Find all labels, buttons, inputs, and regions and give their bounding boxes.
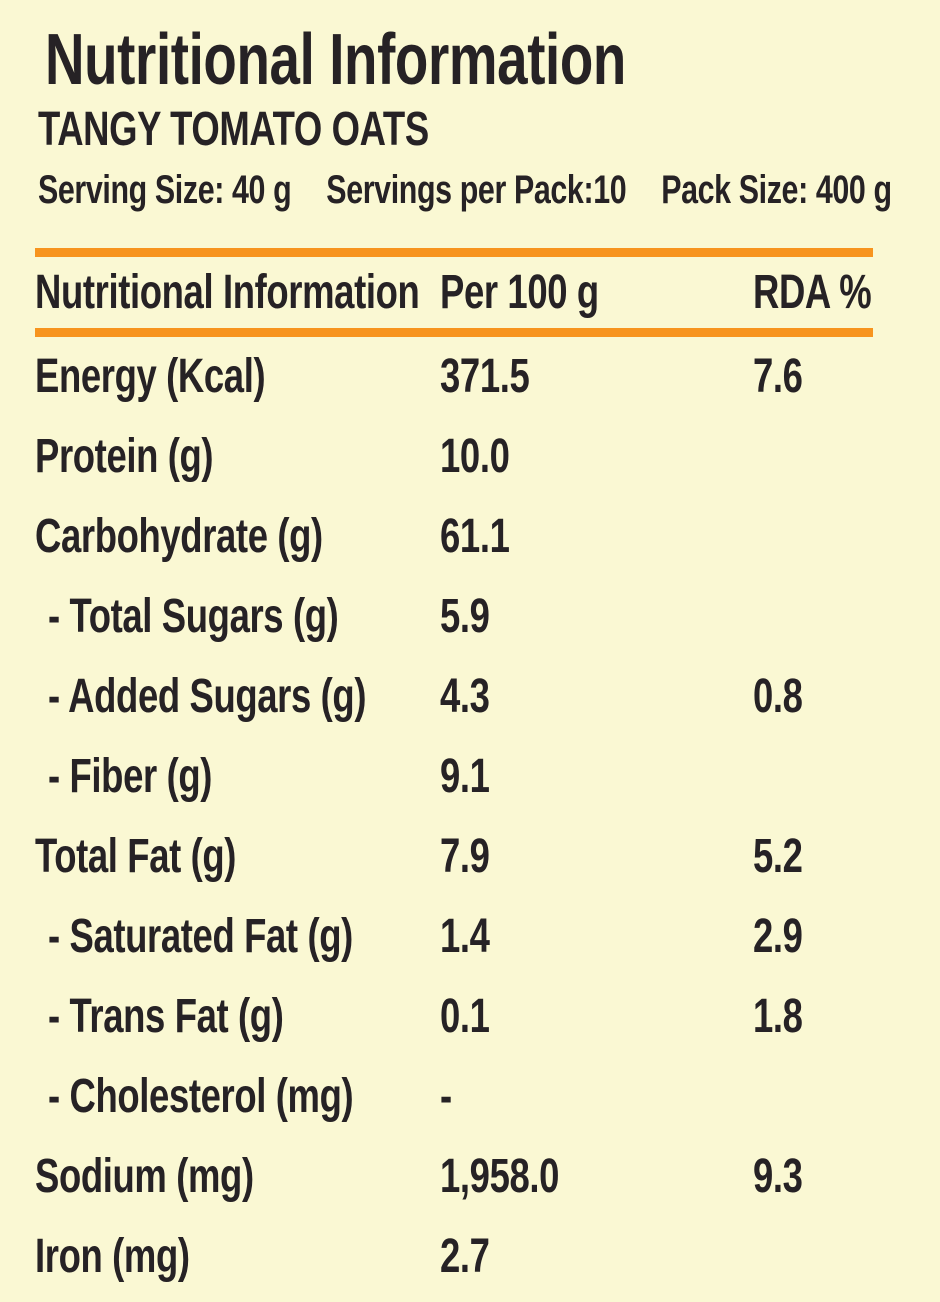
row-nutrient-label: - Trans Fat (g) — [48, 990, 284, 1043]
row-rda-value — [753, 593, 873, 641]
row-rda-value: 9.3 — [753, 1150, 803, 1203]
row-nutrient-label: Iron (mg) — [35, 1230, 190, 1283]
table-row: - Total Sugars (g) 5.9 — [35, 577, 873, 657]
row-per-100g-value: 1.4 — [440, 910, 490, 963]
label-content: Nutritional Information TANGY TOMATO OAT… — [35, 24, 892, 1297]
table-row: Protein (g) 10.0 — [35, 417, 873, 497]
row-rda-value — [753, 433, 873, 481]
table-row: Sodium (mg) 1,958.0 9.3 — [35, 1137, 873, 1217]
table-header: Nutritional Information Per 100 g RDA % — [35, 257, 873, 328]
page-title: Nutritional Information — [35, 24, 873, 96]
row-nutrient-label: Carbohydrate (g) — [35, 510, 323, 563]
column-header-nutrient: Nutritional Information — [35, 265, 420, 319]
row-rda-value: 1.8 — [753, 990, 803, 1043]
row-per-100g-value: 1,958.0 — [440, 1150, 560, 1203]
table-row: - Fiber (g) 9.1 — [35, 737, 873, 817]
row-per-100g-value: 371.5 — [440, 350, 530, 403]
table-row: - Trans Fat (g) 0.1 1.8 — [35, 977, 873, 1057]
row-rda-value: 2.9 — [753, 910, 803, 963]
row-rda-value — [753, 513, 873, 561]
row-per-100g-value: 0.1 — [440, 990, 490, 1043]
table-row: - Added Sugars (g) 4.3 0.8 — [35, 657, 873, 737]
table-row: - Cholesterol (mg) - — [35, 1057, 873, 1137]
row-rda-value: 5.2 — [753, 830, 803, 883]
row-per-100g-value: 10.0 — [440, 430, 510, 483]
row-nutrient-label: Sodium (mg) — [35, 1150, 254, 1203]
row-nutrient-label: Protein (g) — [35, 430, 214, 483]
serving-size: Serving Size: 40 g — [38, 168, 292, 212]
row-per-100g-value: 5.9 — [440, 590, 490, 643]
table-body: Energy (Kcal) 371.5 7.6 Protein (g) 10.0… — [35, 337, 873, 1297]
row-per-100g-value: 61.1 — [440, 510, 510, 563]
table-row: Carbohydrate (g) 61.1 — [35, 497, 873, 577]
row-per-100g-value: 9.1 — [440, 750, 490, 803]
row-nutrient-label: Total Fat (g) — [35, 830, 237, 883]
column-header-rda: RDA % — [753, 265, 872, 319]
page-title-text: Nutritional Information — [45, 20, 626, 100]
table-row: Total Fat (g) 7.9 5.2 — [35, 817, 873, 897]
product-name: TANGY TOMATO OATS — [35, 106, 873, 154]
pack-size: Pack Size: 400 g — [661, 168, 892, 212]
table-row: - Saturated Fat (g) 1.4 2.9 — [35, 897, 873, 977]
row-nutrient-label: Energy (Kcal) — [35, 350, 266, 403]
product-name-text: TANGY TOMATO OATS — [38, 103, 429, 156]
divider-header — [35, 328, 873, 337]
servings-per-pack: Servings per Pack:10 — [326, 168, 627, 212]
row-nutrient-label: - Saturated Fat (g) — [48, 910, 353, 963]
row-nutrient-label: - Added Sugars (g) — [48, 670, 367, 723]
row-nutrient-label: - Fiber (g) — [48, 750, 213, 803]
row-per-100g-value: 2.7 — [440, 1230, 490, 1283]
row-rda-value: 0.8 — [753, 670, 803, 723]
row-rda-value — [753, 1233, 873, 1281]
table-row: Energy (Kcal) 371.5 7.6 — [35, 337, 873, 417]
row-rda-value: 7.6 — [753, 350, 803, 403]
row-per-100g-value: - — [440, 1070, 452, 1123]
column-header-per-100g: Per 100 g — [440, 265, 599, 319]
divider-top — [35, 248, 873, 257]
row-nutrient-label: - Total Sugars (g) — [48, 590, 339, 643]
row-per-100g-value: 7.9 — [440, 830, 490, 883]
row-nutrient-label: - Cholesterol (mg) — [48, 1070, 354, 1123]
row-rda-value — [753, 753, 873, 801]
row-rda-value — [753, 1073, 873, 1121]
table-row: Iron (mg) 2.7 — [35, 1217, 873, 1297]
serving-info: Serving Size: 40 g Servings per Pack:10 Pa… — [35, 168, 892, 212]
row-per-100g-value: 4.3 — [440, 670, 490, 723]
